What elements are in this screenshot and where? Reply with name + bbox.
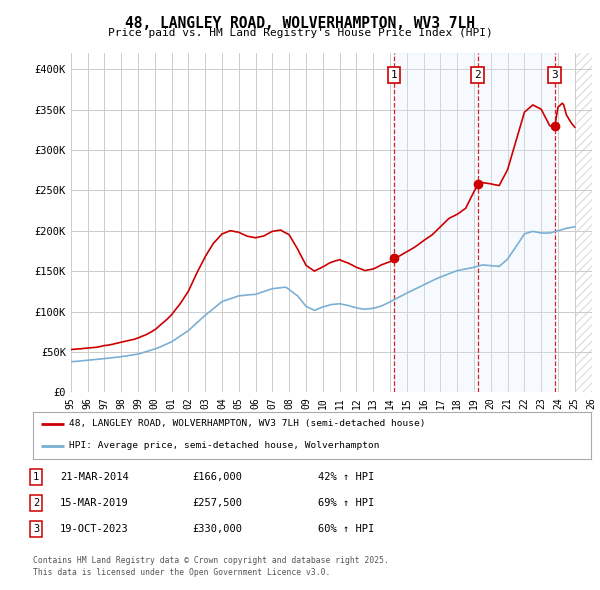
Text: Price paid vs. HM Land Registry's House Price Index (HPI): Price paid vs. HM Land Registry's House …: [107, 28, 493, 38]
Text: £330,000: £330,000: [192, 524, 242, 533]
Text: This data is licensed under the Open Government Licence v3.0.: This data is licensed under the Open Gov…: [33, 568, 331, 576]
Text: 42% ↑ HPI: 42% ↑ HPI: [318, 472, 374, 481]
Text: 2: 2: [33, 498, 39, 507]
Text: 60% ↑ HPI: 60% ↑ HPI: [318, 524, 374, 533]
Text: 48, LANGLEY ROAD, WOLVERHAMPTON, WV3 7LH: 48, LANGLEY ROAD, WOLVERHAMPTON, WV3 7LH: [125, 16, 475, 31]
Text: £257,500: £257,500: [192, 498, 242, 507]
Bar: [394, 53, 554, 392]
Bar: [554, 53, 592, 392]
Text: 69% ↑ HPI: 69% ↑ HPI: [318, 498, 374, 507]
Text: 1: 1: [33, 472, 39, 481]
Text: 3: 3: [551, 70, 558, 80]
Text: 3: 3: [33, 524, 39, 533]
Text: £166,000: £166,000: [192, 472, 242, 481]
Text: 19-OCT-2023: 19-OCT-2023: [60, 524, 129, 533]
Text: 15-MAR-2019: 15-MAR-2019: [60, 498, 129, 507]
Text: HPI: Average price, semi-detached house, Wolverhampton: HPI: Average price, semi-detached house,…: [69, 441, 380, 450]
Text: 2: 2: [474, 70, 481, 80]
Text: 48, LANGLEY ROAD, WOLVERHAMPTON, WV3 7LH (semi-detached house): 48, LANGLEY ROAD, WOLVERHAMPTON, WV3 7LH…: [69, 419, 426, 428]
Text: 21-MAR-2014: 21-MAR-2014: [60, 472, 129, 481]
Bar: [575, 53, 592, 392]
Text: Contains HM Land Registry data © Crown copyright and database right 2025.: Contains HM Land Registry data © Crown c…: [33, 556, 389, 565]
Text: 1: 1: [391, 70, 397, 80]
